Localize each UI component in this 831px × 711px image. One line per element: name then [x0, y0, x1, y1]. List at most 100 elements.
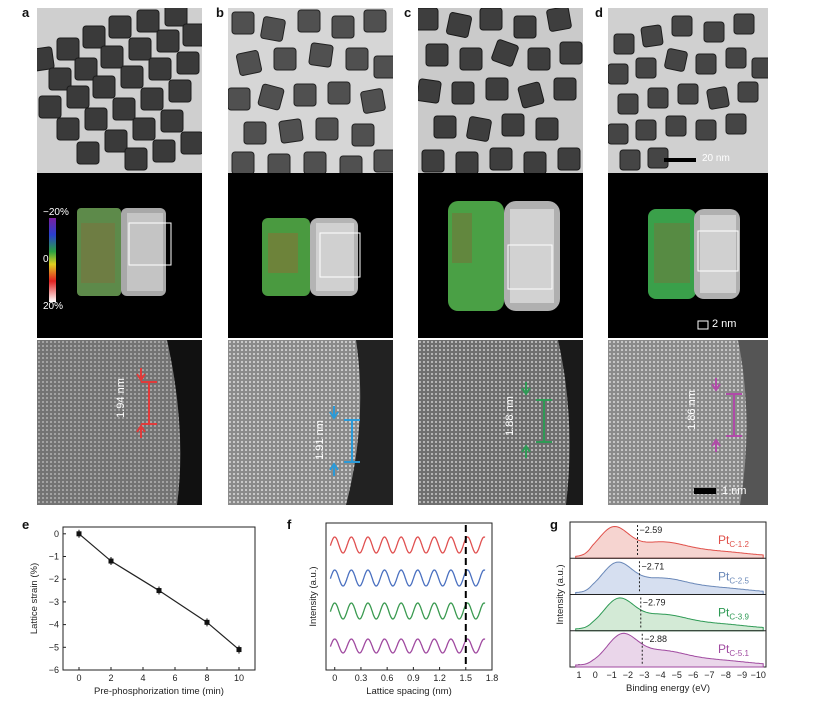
x-tick-label-f: 0.6: [381, 673, 394, 683]
data-point-e: [76, 531, 82, 537]
strain-map-svg: [448, 201, 560, 311]
d-band-center-label: −2.71: [641, 561, 664, 571]
x-tick-label-g: −6: [688, 670, 698, 680]
d-band-center-label: −2.59: [640, 525, 663, 535]
x-axis-label-g: Binding energy (eV): [626, 683, 710, 694]
tem-image-d: 20 nm: [608, 8, 768, 173]
x-tick-label-e: 0: [76, 673, 81, 683]
y-tick-label-e: −1: [49, 552, 59, 562]
y-tick-label-e: 0: [54, 529, 59, 539]
x-tick-label-f: 0.3: [355, 673, 368, 683]
d-band-center-label: −2.88: [644, 634, 667, 644]
nanocube-tem-image: [37, 8, 202, 173]
plot-frame-f: [325, 522, 493, 671]
nanocube-tem-image: [608, 8, 768, 173]
series-label-g: PtC-5.1: [718, 642, 749, 658]
strain-map-d: 2 nm: [608, 173, 768, 338]
plot-frame-g: [569, 521, 767, 668]
x-tick-label-g: −10: [751, 670, 766, 680]
hr-lattice-svg: [608, 340, 768, 505]
data-point-e: [204, 619, 210, 625]
hr-image-c: 1.88 nm: [418, 340, 583, 505]
spacing-label-b: 1.91 nm: [313, 420, 326, 460]
scale-box: [697, 320, 709, 330]
panel-label-d: d: [595, 5, 603, 20]
hr-lattice-svg: [418, 340, 583, 505]
x-tick-label-f: 0.9: [407, 673, 420, 683]
colorbar: [49, 218, 56, 302]
x-axis-label-f: Lattice spacing (nm): [366, 686, 452, 697]
x-tick-label-g: −5: [672, 670, 682, 680]
scale-bar-label-1nm: 1 nm: [722, 485, 747, 497]
spacing-label-d: 1.86 nm: [685, 390, 698, 430]
hr-lattice-svg: [37, 340, 202, 505]
x-tick-label-f: 1.8: [486, 673, 499, 683]
y-axis-label-f: Intensity (a.u.): [308, 566, 319, 626]
series-line-e: [78, 533, 240, 651]
scale-bar: [664, 158, 696, 162]
x-tick-label-e: 4: [140, 673, 145, 683]
scale-bar: [694, 488, 716, 494]
x-tick-label-e: 8: [204, 673, 209, 683]
panel-label-b: b: [216, 5, 224, 20]
d-band-center-label: −2.79: [643, 598, 666, 608]
x-axis-label-e: Pre-phosphorization time (min): [94, 686, 224, 697]
tem-image-a: [37, 8, 202, 173]
strain-map-b: [228, 173, 393, 338]
y-tick-label-e: −2: [49, 574, 59, 584]
y-axis-label-e: Lattice strain (%): [29, 563, 40, 634]
hr-lattice-svg: [228, 340, 393, 505]
strain-map-c: [418, 173, 583, 338]
data-point-e: [108, 558, 114, 564]
panel-label-f: f: [287, 517, 292, 532]
colorbar-tick-mid: 0: [43, 254, 49, 265]
x-tick-label-e: 6: [172, 673, 177, 683]
valence-spectrum-3: [575, 597, 764, 632]
strain-map-svg: [49, 208, 172, 302]
x-tick-label-f: 1.5: [460, 673, 473, 683]
x-tick-label-g: −7: [704, 670, 714, 680]
valence-spectrum-2: [575, 561, 764, 595]
tem-image-b: [228, 8, 393, 173]
y-axis-label-g: Intensity (a.u.): [555, 564, 566, 624]
y-tick-label-e: −5: [49, 642, 59, 652]
x-tick-label-g: 1: [576, 670, 581, 680]
data-point-e: [236, 647, 242, 653]
colorbar-tick-top: −20%: [43, 207, 69, 218]
hr-image-b: 1.91 nm: [228, 340, 393, 505]
intensity-profile-1: [329, 536, 486, 554]
x-tick-label-f: 1.2: [433, 673, 446, 683]
spacing-label-c: 1.88 nm: [503, 396, 516, 436]
intensity-profile-2: [329, 569, 486, 587]
nanocube-tem-image: [418, 8, 583, 173]
hr-image-d: 1.86 nm 1 nm: [608, 340, 768, 505]
x-tick-label-e: 10: [234, 673, 244, 683]
x-tick-label-g: −4: [655, 670, 665, 680]
panel-label-e: e: [22, 517, 30, 532]
spacing-label-a: 1.94 nm: [114, 378, 127, 418]
x-tick-label-g: −9: [737, 670, 747, 680]
panel-label-c: c: [404, 5, 412, 20]
valence-spectrum-1: [575, 525, 764, 559]
y-tick-label-e: −3: [49, 597, 59, 607]
data-point-e: [156, 588, 162, 594]
strain-map-svg: [262, 218, 361, 296]
series-label-g: PtC-1.2: [718, 533, 749, 549]
hr-image-a: 1.94 nm: [37, 340, 202, 505]
scale-bar-label-20nm: 20 nm: [702, 153, 730, 164]
colorbar-tick-bottom: 20%: [43, 301, 64, 312]
strain-map-svg: [648, 209, 740, 330]
series-label-g: PtC-2.5: [718, 569, 749, 585]
x-tick-label-g: −2: [623, 670, 633, 680]
panel-label-a: a: [22, 5, 30, 20]
scale-bar-label-2nm: 2 nm: [712, 318, 737, 330]
series-label-g: PtC-3.9: [718, 606, 749, 622]
x-tick-label-g: −1: [606, 670, 616, 680]
panel-label-g: g: [550, 517, 558, 532]
strain-map-a: −20% 0 20%: [37, 173, 202, 338]
x-tick-label-e: 2: [108, 673, 113, 683]
x-tick-label-f: 0: [332, 673, 337, 683]
x-tick-label-g: −8: [721, 670, 731, 680]
intensity-profile-4: [329, 638, 486, 654]
x-tick-label-g: 0: [593, 670, 598, 680]
